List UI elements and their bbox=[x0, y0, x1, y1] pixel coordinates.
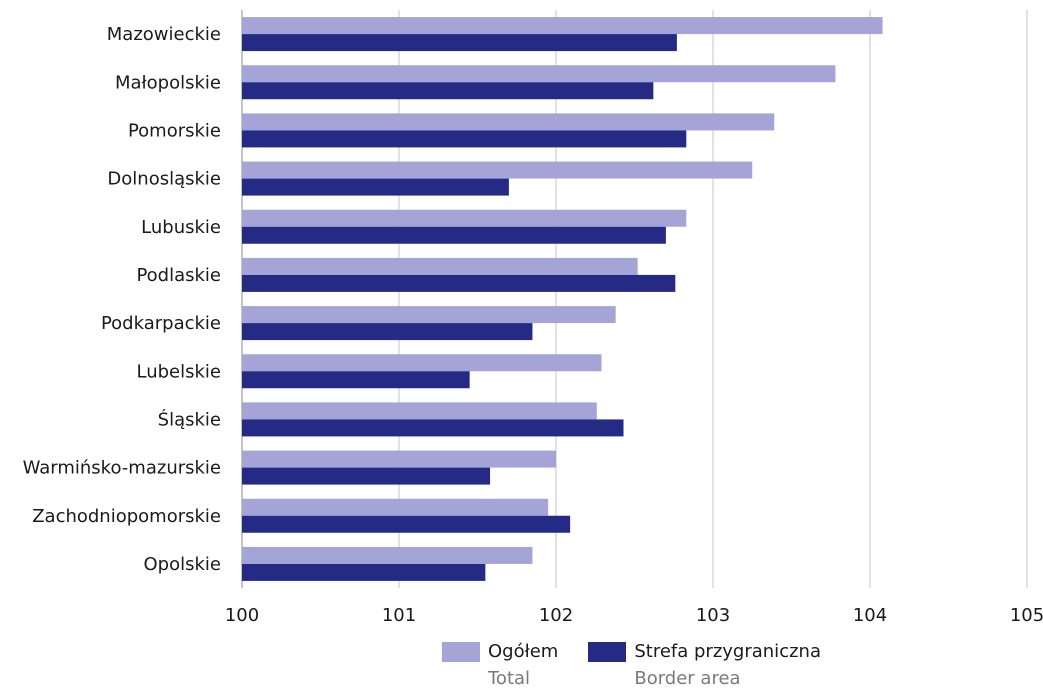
bar-total bbox=[242, 17, 883, 35]
category-label: Opolskie bbox=[144, 554, 221, 575]
bar-border-area bbox=[242, 226, 666, 244]
bar-total bbox=[242, 161, 753, 179]
legend-swatch-total bbox=[442, 642, 480, 662]
category-label: Podkarpackie bbox=[101, 313, 221, 334]
bar-total bbox=[242, 113, 775, 131]
category-label: Podlaskie bbox=[136, 265, 221, 286]
bar-total bbox=[242, 354, 602, 372]
bar-total bbox=[242, 209, 687, 227]
category-label: Śląskie bbox=[158, 408, 221, 430]
x-tick-label: 100 bbox=[225, 605, 259, 626]
x-tick-label: 105 bbox=[1010, 605, 1043, 626]
bar-border-area bbox=[242, 34, 677, 52]
legend-sublabel-total: Total bbox=[488, 668, 531, 689]
bar-border-area bbox=[242, 371, 470, 389]
category-label: Lubuskie bbox=[141, 217, 221, 238]
bar-border-area bbox=[242, 82, 654, 100]
bar-border-area bbox=[242, 323, 533, 341]
category-label: Zachodniopomorskie bbox=[32, 506, 221, 527]
x-tick-label: 104 bbox=[853, 605, 887, 626]
x-tick-label: 103 bbox=[696, 605, 730, 626]
bar-border-area bbox=[242, 178, 509, 196]
category-label: Lubelskie bbox=[137, 361, 222, 382]
x-tick-label: 102 bbox=[539, 605, 573, 626]
bar-border-area bbox=[242, 515, 571, 533]
legend-label-border-area: Strefa przygraniczna bbox=[634, 641, 821, 662]
bar-total bbox=[242, 306, 616, 324]
x-tick-label: 101 bbox=[382, 605, 416, 626]
bar-border-area bbox=[242, 130, 687, 148]
category-label: Warmińsko-mazurskie bbox=[23, 458, 221, 479]
bar-total bbox=[242, 546, 533, 564]
bar-total bbox=[242, 498, 549, 516]
legend-swatch-border-area bbox=[588, 642, 627, 662]
category-label: Dolnosląskie bbox=[107, 169, 221, 190]
legend: Ogółem Total Strefa przygraniczna Border… bbox=[442, 638, 821, 692]
category-label: Pomorskie bbox=[128, 120, 221, 141]
bar-border-area bbox=[242, 419, 624, 437]
bar-border-area bbox=[242, 563, 486, 581]
category-label: Mazowieckie bbox=[107, 24, 221, 45]
category-label: Małopolskie bbox=[115, 72, 221, 93]
legend-sublabel-border-area: Border area bbox=[634, 668, 741, 689]
bar-border-area bbox=[242, 467, 491, 485]
bar-total bbox=[242, 65, 836, 83]
bar-total bbox=[242, 257, 638, 275]
bar-border-area bbox=[242, 274, 676, 292]
bar-total bbox=[242, 450, 556, 468]
bar-total bbox=[242, 402, 597, 420]
legend-label-total: Ogółem bbox=[488, 641, 559, 662]
